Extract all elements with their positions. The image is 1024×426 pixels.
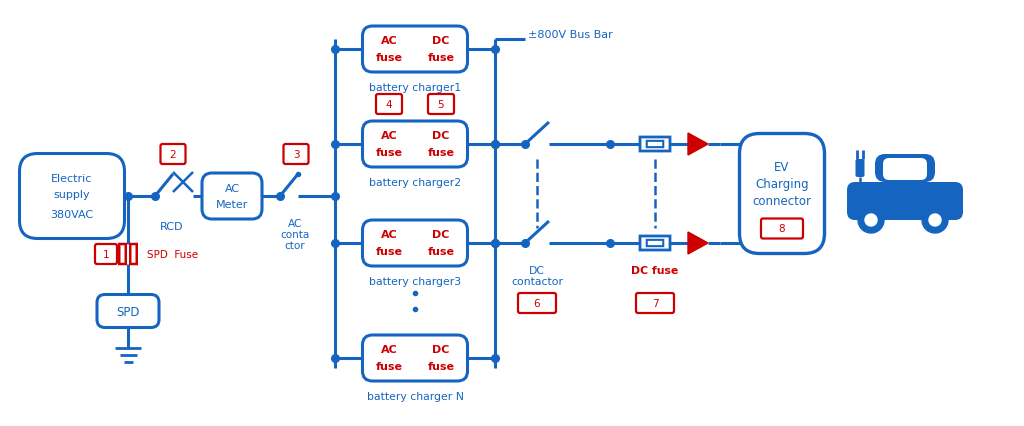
Text: DC: DC: [432, 131, 450, 141]
Text: fuse: fuse: [427, 361, 455, 371]
Text: RCD: RCD: [160, 222, 183, 231]
FancyBboxPatch shape: [739, 134, 824, 254]
Text: DC fuse: DC fuse: [632, 265, 679, 275]
Polygon shape: [688, 134, 708, 155]
FancyBboxPatch shape: [362, 221, 468, 266]
FancyBboxPatch shape: [874, 155, 935, 183]
FancyBboxPatch shape: [761, 219, 803, 239]
Text: AC: AC: [381, 230, 397, 239]
Text: SPD: SPD: [117, 305, 139, 318]
Circle shape: [929, 215, 941, 227]
FancyBboxPatch shape: [855, 160, 864, 178]
FancyBboxPatch shape: [428, 95, 454, 115]
Text: AC: AC: [381, 344, 397, 354]
Polygon shape: [688, 233, 708, 254]
Text: AC
conta
ctor: AC conta ctor: [281, 219, 309, 251]
Text: fuse: fuse: [376, 53, 402, 63]
FancyBboxPatch shape: [161, 145, 185, 164]
Text: SPD  Fuse: SPD Fuse: [147, 249, 198, 259]
Text: supply: supply: [53, 190, 90, 199]
Text: battery charger1: battery charger1: [369, 83, 461, 93]
FancyBboxPatch shape: [284, 145, 308, 164]
FancyBboxPatch shape: [647, 240, 664, 247]
Text: 7: 7: [651, 298, 658, 308]
FancyBboxPatch shape: [636, 294, 674, 313]
Text: DC: DC: [432, 36, 450, 46]
Text: fuse: fuse: [427, 246, 455, 256]
FancyBboxPatch shape: [362, 335, 468, 381]
Text: fuse: fuse: [427, 148, 455, 158]
Text: 3: 3: [293, 150, 299, 160]
Text: AC: AC: [381, 131, 397, 141]
Text: ±800V Bus Bar: ±800V Bus Bar: [528, 30, 612, 40]
FancyBboxPatch shape: [362, 122, 468, 167]
FancyBboxPatch shape: [362, 27, 468, 73]
Text: 6: 6: [534, 298, 541, 308]
Text: Electric: Electric: [51, 173, 93, 184]
Text: EV: EV: [774, 161, 790, 173]
FancyBboxPatch shape: [19, 154, 125, 239]
FancyBboxPatch shape: [647, 141, 664, 148]
Text: AC: AC: [381, 36, 397, 46]
FancyBboxPatch shape: [376, 95, 402, 115]
Text: battery charger3: battery charger3: [369, 276, 461, 286]
Circle shape: [865, 215, 877, 227]
Text: battery charger2: battery charger2: [369, 178, 461, 187]
Circle shape: [922, 207, 948, 233]
Text: 380VAC: 380VAC: [50, 210, 93, 219]
Text: battery charger N: battery charger N: [367, 391, 464, 401]
Text: connector: connector: [753, 195, 811, 207]
Text: 4: 4: [386, 100, 392, 110]
FancyBboxPatch shape: [518, 294, 556, 313]
FancyBboxPatch shape: [130, 245, 137, 265]
FancyBboxPatch shape: [847, 183, 963, 221]
Text: 8: 8: [778, 224, 785, 234]
Text: DC: DC: [432, 230, 450, 239]
Text: 5: 5: [437, 100, 444, 110]
Text: fuse: fuse: [376, 361, 402, 371]
Circle shape: [858, 207, 884, 233]
FancyBboxPatch shape: [202, 173, 262, 219]
Text: DC: DC: [432, 344, 450, 354]
Text: fuse: fuse: [376, 148, 402, 158]
Text: fuse: fuse: [427, 53, 455, 63]
Text: AC: AC: [224, 184, 240, 193]
Text: fuse: fuse: [376, 246, 402, 256]
Text: 2: 2: [170, 150, 176, 160]
FancyBboxPatch shape: [95, 245, 117, 265]
Text: Charging: Charging: [755, 178, 809, 190]
FancyBboxPatch shape: [640, 236, 670, 250]
Text: Meter: Meter: [216, 199, 248, 210]
FancyBboxPatch shape: [883, 158, 927, 181]
FancyBboxPatch shape: [97, 295, 159, 328]
FancyBboxPatch shape: [640, 138, 670, 152]
Text: 1: 1: [102, 249, 110, 259]
Text: DC
contactor: DC contactor: [511, 265, 563, 286]
FancyBboxPatch shape: [119, 245, 126, 265]
